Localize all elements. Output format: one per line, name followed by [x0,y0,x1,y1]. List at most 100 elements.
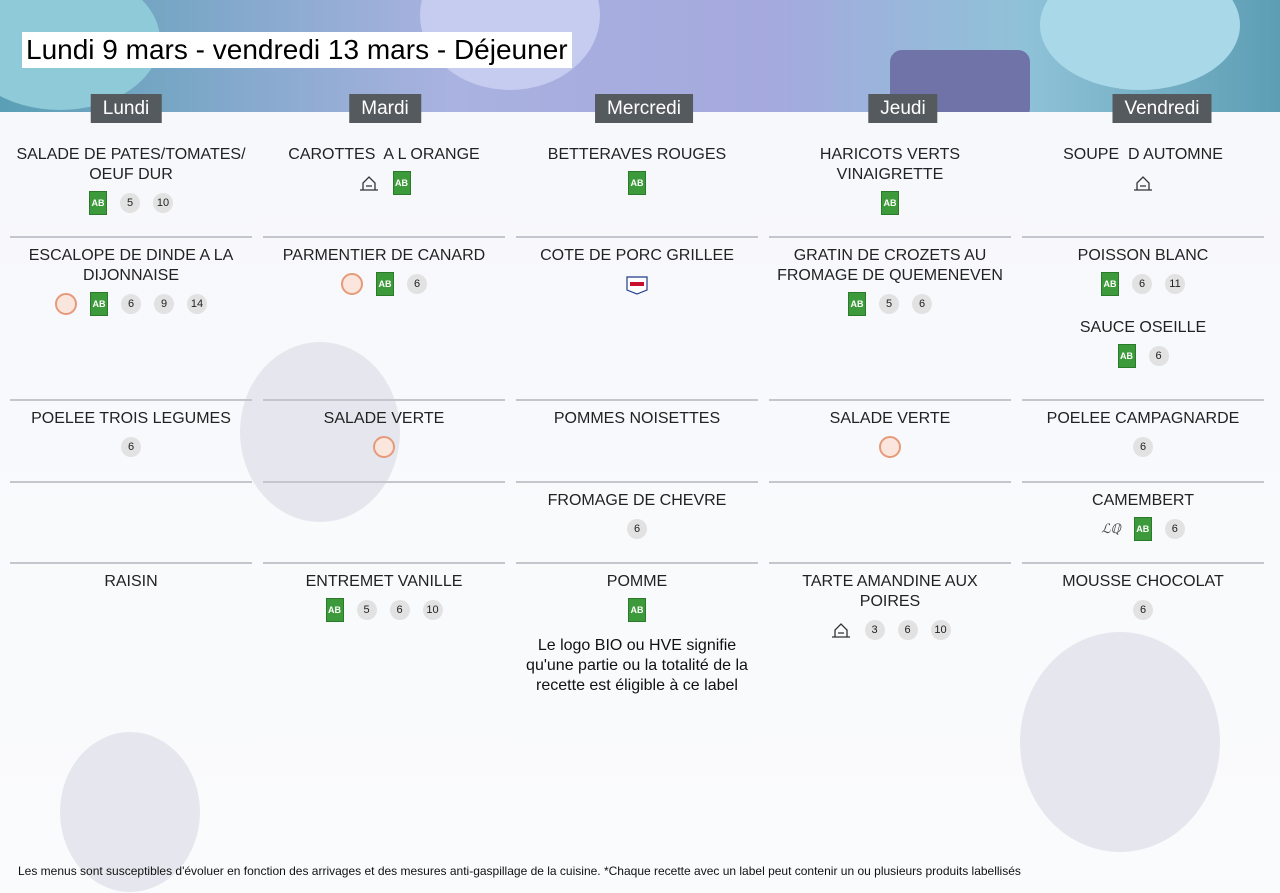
decor [240,342,400,522]
row-separator [10,481,252,483]
bio-icon: AB [392,171,411,195]
bio-icon: AB [1133,517,1152,541]
badges [263,435,505,459]
day-header: Mercredi [595,94,693,123]
allergen: 5 [356,600,377,620]
row-separator [769,562,1011,564]
allergen: 6 [1133,437,1153,457]
homemade-icon [341,273,363,295]
bio-icon: AB [1117,344,1136,368]
homemade-icon [55,293,77,315]
badges [1022,171,1264,195]
allergen: 6 [121,437,141,457]
allergen: 3 [864,620,885,640]
dish: CAROTTES A L ORANGE AB [263,145,505,195]
bio-icon: AB [881,191,899,215]
menu-cell: PARMENTIER DE CANARD AB 6 [263,246,505,318]
bio-icon: AB [1101,272,1119,296]
dish-name: POELEE TROIS LEGUMES [31,410,231,427]
row-separator [1022,236,1264,238]
dish: POMMES NOISETTES [516,409,758,429]
badges: AB 5 6 10 [263,598,505,622]
menu-cell: POMMES NOISETTES [516,409,758,451]
allergen: 6 [407,274,427,294]
menu-cell: POISSON BLANC AB 6 11 SAUCE OSEILLE AB 6 [1022,246,1264,390]
dish-name: SALADE DE PATES/TOMATES/ OEUF DUR [16,146,250,183]
allergen: 5 [879,294,899,314]
homemade-icon [373,436,395,458]
menu-cell: ENTREMET VANILLE AB 5 6 10 [263,572,505,644]
menu-cell: COTE DE PORC GRILLEE [516,246,758,318]
row-separator [769,399,1011,401]
row-separator [1022,481,1264,483]
badges: AB 5 6 [769,292,1011,316]
dish: BETTERAVES ROUGES AB [516,145,758,195]
badges: 6 [10,435,252,459]
dish-name: BETTERAVES ROUGES [547,146,727,163]
decor [60,732,200,892]
dish-name: POMMES NOISETTES [553,410,721,427]
dish: RAISIN [10,572,252,592]
menu-cell: TARTE AMANDINE AUX POIRES 3 6 10 [769,572,1011,664]
badges: AB [516,171,758,195]
dish: ESCALOPE DE DINDE A LA DIJONNAISE AB 6 9 14 [10,246,252,316]
menu-cell: GRATIN DE CROZETS AU FROMAGE DE QUEMENEV… [769,246,1011,338]
dish: PARMENTIER DE CANARD AB 6 [263,246,505,296]
dish: SOUPE D AUTOMNE [1022,145,1264,195]
badges: AB 6 [1022,344,1264,368]
header-band [0,0,1280,120]
dish-name: TARTE AMANDINE AUX POIRES [802,573,983,610]
dish-name: SALADE VERTE [323,410,445,427]
dish-name: CAMEMBERT [1092,492,1194,509]
dish-name: FROMAGE DE CHEVRE [547,492,727,509]
bio-icon: AB [89,191,107,215]
dish: GRATIN DE CROZETS AU FROMAGE DE QUEMENEV… [769,246,1011,316]
decor [1020,632,1220,852]
allergen: 14 [187,294,207,314]
badges: AB 6 11 [1022,272,1264,296]
badges [769,435,1011,459]
dish-name: RAISIN [104,573,158,590]
bio-icon: AB [628,598,646,622]
menu-cell: CAMEMBERT ℒℚ AB 6 [1022,491,1264,563]
dish-name: POISSON BLANC [1077,247,1209,264]
badges: AB [516,598,758,622]
day-header: Jeudi [868,94,938,123]
dish-name: PARMENTIER DE CANARD [282,247,486,264]
title: Lundi 9 mars - vendredi 13 mars - Déjeun… [22,32,572,68]
badges: AB 6 9 14 [10,292,252,316]
row-separator [10,399,252,401]
allergen: 6 [1164,519,1185,539]
row-separator [1022,562,1264,564]
dish: ENTREMET VANILLE AB 5 6 10 [263,572,505,622]
label-icon: ℒℚ [1101,521,1121,536]
badges: 3 6 10 [769,618,1011,642]
dish-name: SOUPE D AUTOMNE [1063,146,1223,163]
local-icon [1134,176,1152,191]
badges [516,272,758,296]
bio-icon: AB [628,171,646,195]
day-header: Mardi [349,94,421,123]
menu-cell: POMME AB [516,572,758,644]
row-separator [516,562,758,564]
row-separator [516,481,758,483]
bio-icon: AB [90,292,108,316]
dish-name: ESCALOPE DE DINDE A LA DIJONNAISE [28,247,238,284]
badges: 6 [516,517,758,541]
local-icon [359,176,378,191]
bio-icon: AB [848,292,866,316]
row-separator [263,399,505,401]
badges: AB [769,191,1011,215]
menu-cell: SALADE DE PATES/TOMATES/ OEUF DUR AB 5 10 [10,145,252,237]
dish-name: POELEE CAMPAGNARDE [1046,410,1240,427]
dish-name: CAROTTES A L ORANGE [288,146,480,163]
dish: POMME AB [516,572,758,622]
decor [1040,0,1240,90]
row-separator [769,481,1011,483]
day-header: Vendredi [1112,94,1212,123]
footer: Les menus sont susceptibles d'évoluer en… [18,864,1021,878]
allergen: 6 [121,294,141,314]
badges: 6 [1022,598,1264,622]
badges: AB 6 [263,272,505,296]
menu-cell: POELEE CAMPAGNARDE 6 [1022,409,1264,481]
